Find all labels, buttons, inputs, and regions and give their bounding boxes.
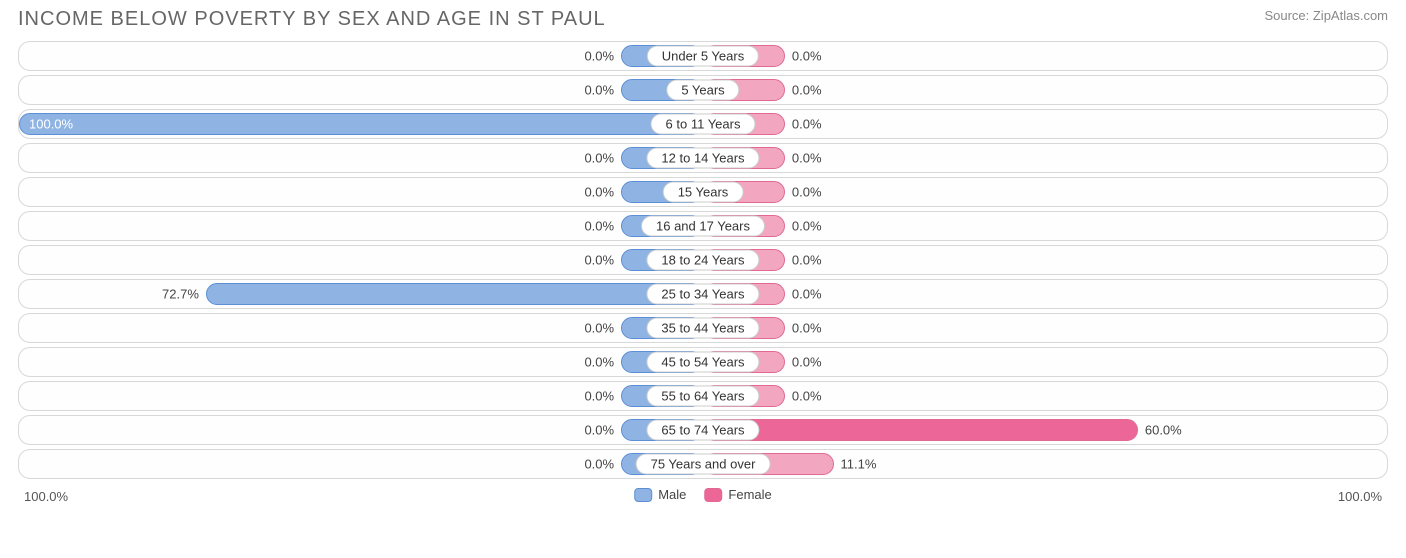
category-label: 6 to 11 Years: [651, 114, 756, 135]
chart-row: 0.0% 60.0% 65 to 74 Years: [18, 415, 1388, 445]
axis-label-right: 100.0%: [1338, 489, 1382, 504]
chart-row: 0.0% 0.0% 15 Years: [18, 177, 1388, 207]
category-label: 55 to 64 Years: [646, 386, 759, 407]
legend-item-female: Female: [704, 487, 771, 502]
female-value-label: 0.0%: [792, 151, 822, 166]
male-bar: [19, 113, 703, 135]
chart-source: Source: ZipAtlas.com: [1264, 8, 1388, 23]
male-value-label: 0.0%: [584, 423, 614, 438]
male-value-label: 0.0%: [584, 49, 614, 64]
male-value-label: 0.0%: [584, 151, 614, 166]
male-value-label: 100.0%: [29, 117, 73, 132]
chart-row: 0.0% 0.0% 55 to 64 Years: [18, 381, 1388, 411]
female-value-label: 0.0%: [792, 287, 822, 302]
female-value-label: 0.0%: [792, 253, 822, 268]
male-bar: [206, 283, 703, 305]
category-label: 45 to 54 Years: [646, 352, 759, 373]
male-swatch: [634, 488, 652, 502]
male-value-label: 0.0%: [584, 355, 614, 370]
male-value-label: 72.7%: [162, 287, 199, 302]
male-value-label: 0.0%: [584, 185, 614, 200]
female-value-label: 0.0%: [792, 83, 822, 98]
chart-row: 0.0% 0.0% 5 Years: [18, 75, 1388, 105]
category-label: 35 to 44 Years: [646, 318, 759, 339]
chart-row: 0.0% 0.0% 35 to 44 Years: [18, 313, 1388, 343]
category-label: 75 Years and over: [636, 454, 771, 475]
male-value-label: 0.0%: [584, 389, 614, 404]
male-value-label: 0.0%: [584, 83, 614, 98]
category-label: 65 to 74 Years: [646, 420, 759, 441]
female-bar: [703, 419, 1138, 441]
female-value-label: 0.0%: [792, 49, 822, 64]
chart-row: 72.7% 0.0% 25 to 34 Years: [18, 279, 1388, 309]
chart-header: INCOME BELOW POVERTY BY SEX AND AGE IN S…: [0, 0, 1406, 35]
female-swatch: [704, 488, 722, 502]
female-value-label: 0.0%: [792, 321, 822, 336]
chart-row: 0.0% 0.0% 45 to 54 Years: [18, 347, 1388, 377]
chart-area: 0.0% 0.0% Under 5 Years 0.0% 0.0% 5 Years 100.…: [0, 35, 1406, 479]
male-value-label: 0.0%: [584, 321, 614, 336]
chart-row: 0.0% 0.0% 16 and 17 Years: [18, 211, 1388, 241]
category-label: Under 5 Years: [647, 46, 759, 67]
female-value-label: 0.0%: [792, 185, 822, 200]
category-label: 5 Years: [666, 80, 739, 101]
legend-label-female: Female: [728, 487, 771, 502]
chart-row: 0.0% 0.0% Under 5 Years: [18, 41, 1388, 71]
chart-row: 0.0% 0.0% 12 to 14 Years: [18, 143, 1388, 173]
male-value-label: 0.0%: [584, 219, 614, 234]
category-label: 18 to 24 Years: [646, 250, 759, 271]
axis-label-left: 100.0%: [24, 489, 68, 504]
legend-label-male: Male: [658, 487, 686, 502]
female-value-label: 0.0%: [792, 355, 822, 370]
female-value-label: 11.1%: [840, 457, 876, 472]
category-label: 15 Years: [663, 182, 744, 203]
female-value-label: 0.0%: [792, 389, 822, 404]
chart-row: 0.0% 0.0% 18 to 24 Years: [18, 245, 1388, 275]
female-value-label: 0.0%: [792, 219, 822, 234]
category-label: 12 to 14 Years: [646, 148, 759, 169]
legend: Male Female: [634, 487, 772, 502]
female-value-label: 60.0%: [1145, 423, 1182, 438]
chart-footer: 100.0% Male Female 100.0%: [0, 483, 1406, 523]
male-value-label: 0.0%: [584, 253, 614, 268]
legend-item-male: Male: [634, 487, 686, 502]
chart-row: 0.0% 11.1% 75 Years and over: [18, 449, 1388, 479]
category-label: 25 to 34 Years: [646, 284, 759, 305]
category-label: 16 and 17 Years: [641, 216, 765, 237]
chart-title: INCOME BELOW POVERTY BY SEX AND AGE IN S…: [18, 8, 606, 31]
chart-row: 100.0% 0.0% 6 to 11 Years: [18, 109, 1388, 139]
female-value-label: 0.0%: [792, 117, 822, 132]
male-value-label: 0.0%: [584, 457, 614, 472]
